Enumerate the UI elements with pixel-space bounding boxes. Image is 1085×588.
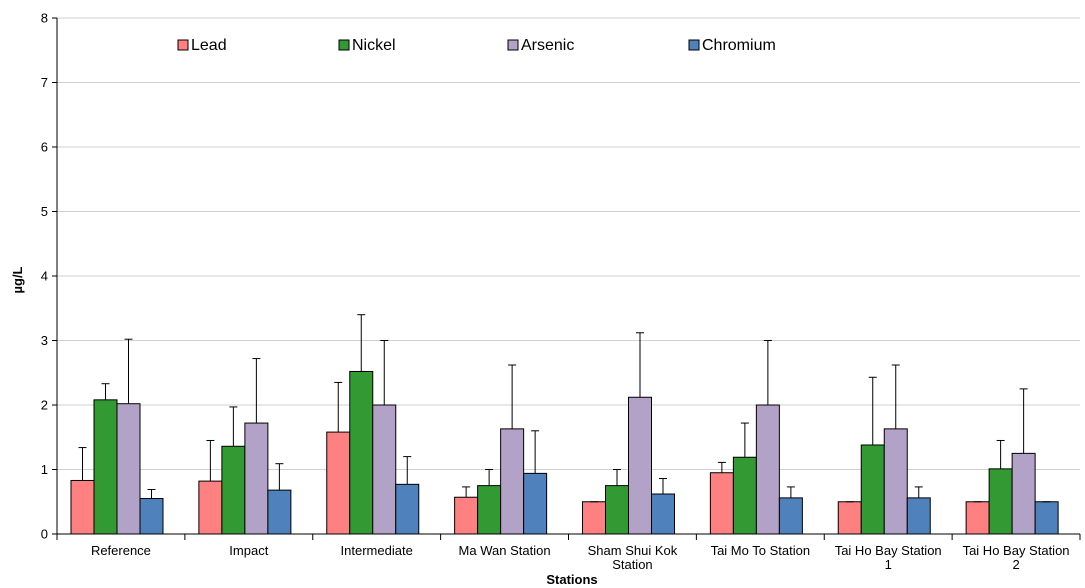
bar-nickel: [988, 468, 1013, 535]
x-category-label: Ma Wan Station: [459, 543, 551, 558]
bar-arsenic: [1011, 452, 1036, 535]
legend-swatch-chromium: [688, 39, 700, 51]
y-tick-label: 5: [41, 204, 48, 219]
bar-arsenic: [116, 403, 141, 535]
legend: Lead Nickel Arsenic Chromium: [177, 37, 776, 54]
x-category-label: Station: [612, 557, 652, 572]
bar-arsenic: [372, 404, 397, 535]
bar-lead: [965, 501, 990, 535]
bar-arsenic: [500, 428, 525, 535]
bar-lead: [70, 479, 95, 535]
bar-lead: [454, 496, 479, 535]
y-tick-labels: 0 1 2 3 4 5 6 7 8: [41, 11, 48, 542]
y-tick-label: 3: [41, 333, 48, 348]
x-axis-title: Stations: [546, 572, 597, 587]
x-category-label: Sham Shui Kok: [588, 543, 678, 558]
legend-swatch-arsenic: [507, 39, 519, 51]
x-category-label: Tai Ho Bay Station: [963, 543, 1070, 558]
x-category-label: Tai Ho Bay Station: [835, 543, 942, 558]
bar-nickel: [605, 485, 629, 535]
bar-chromium: [906, 497, 931, 535]
bar-nickel: [860, 444, 885, 535]
bar-nickel: [732, 456, 757, 535]
x-category-label: Tai Mo To Station: [711, 543, 810, 558]
gridlines: [57, 17, 1080, 470]
legend-label-nickel: Nickel: [352, 37, 396, 54]
y-tick-label: 4: [41, 269, 48, 284]
bar-chromium: [1034, 501, 1059, 535]
bar-arsenic: [755, 404, 780, 535]
y-tick-label: 8: [41, 11, 48, 26]
bar-nickel: [349, 370, 374, 535]
bar-chromium: [267, 489, 292, 535]
x-category-label: Reference: [91, 543, 151, 558]
bar-arsenic: [628, 396, 652, 535]
bar-nickel: [221, 445, 246, 535]
x-category-label: 1: [885, 557, 892, 572]
y-tick-label: 6: [41, 140, 48, 155]
bar-arsenic: [244, 422, 269, 535]
bar-nickel: [477, 485, 502, 535]
y-tick-label: 2: [41, 398, 48, 413]
y-tick-label: 7: [41, 75, 48, 90]
legend-label-lead: Lead: [191, 37, 227, 54]
legend-label-chromium: Chromium: [702, 37, 776, 54]
y-tick-label: 0: [41, 527, 48, 542]
bar-group: [70, 314, 1059, 535]
bar-lead: [582, 501, 606, 535]
bar-chromium: [651, 493, 675, 535]
bar-chromium: [523, 472, 548, 535]
x-category-label: 2: [1012, 557, 1019, 572]
bar-lead: [709, 472, 734, 535]
bar-nickel: [93, 399, 118, 535]
legend-swatch-nickel: [338, 39, 350, 51]
bar-lead: [837, 501, 862, 535]
x-category-label: Impact: [229, 543, 268, 558]
bar-lead: [326, 431, 351, 535]
bar-chromium: [395, 483, 420, 535]
x-category-labels: Reference Impact Intermediate Ma Wan Statio…: [91, 543, 1070, 572]
bar-chromium: [139, 498, 164, 535]
legend-swatch-lead: [177, 39, 189, 51]
axes: [52, 17, 1081, 540]
legend-label-arsenic: Arsenic: [521, 37, 574, 54]
bar-chromium: [778, 497, 803, 535]
y-axis-title: µg/L: [10, 266, 25, 293]
y-tick-label: 1: [41, 462, 48, 477]
bar-lead: [198, 480, 223, 535]
x-category-label: Intermediate: [341, 543, 413, 558]
bar-arsenic: [883, 428, 908, 535]
